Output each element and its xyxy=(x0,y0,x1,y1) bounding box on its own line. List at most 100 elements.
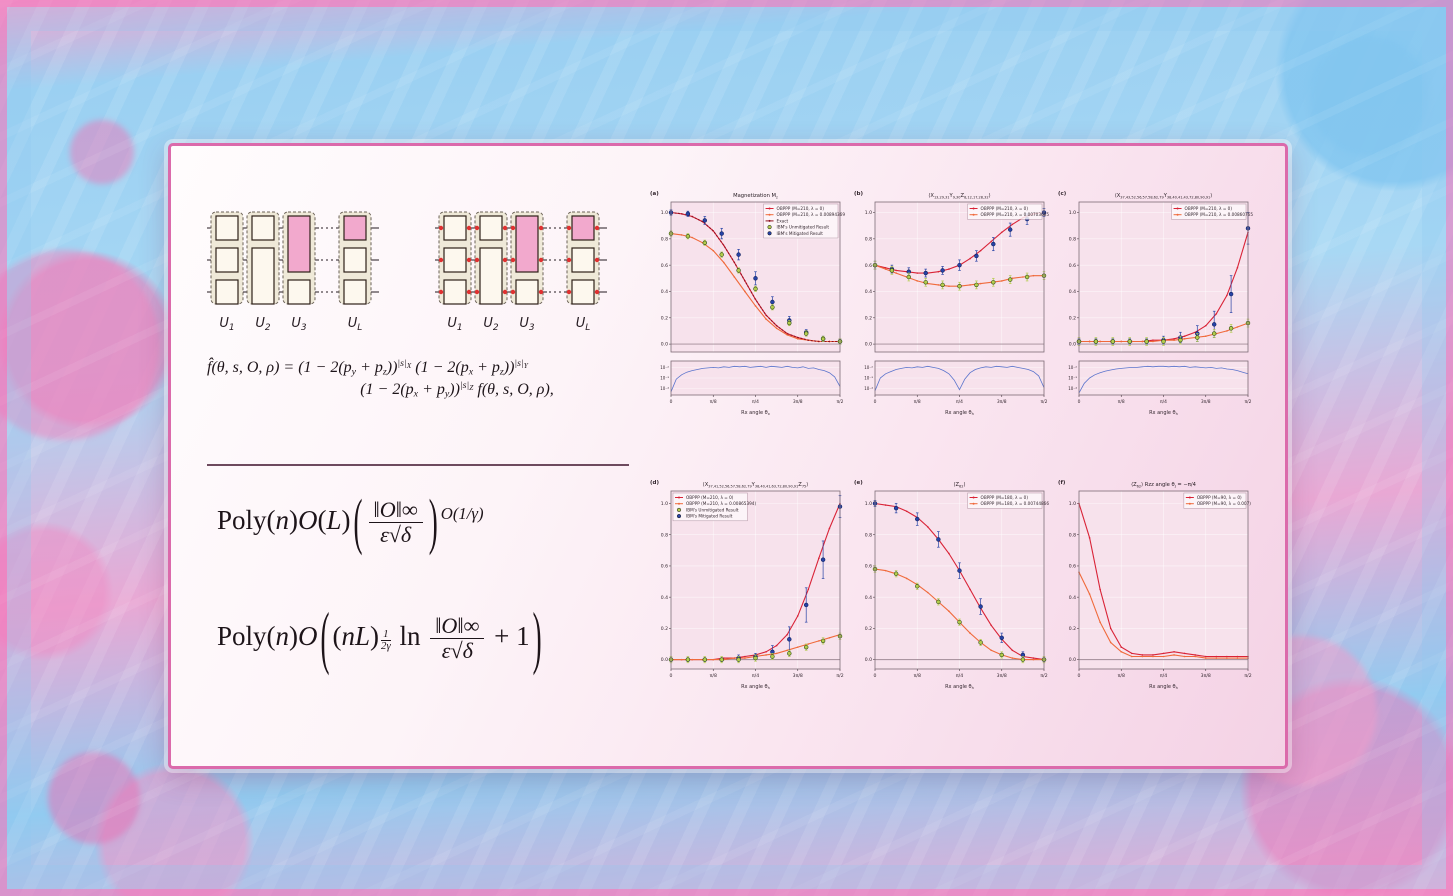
svg-text:0.8: 0.8 xyxy=(1069,532,1076,538)
eq-part: |s|X xyxy=(397,358,412,371)
svg-text:U3: U3 xyxy=(519,316,535,333)
svg-text:0.2: 0.2 xyxy=(1069,315,1076,321)
estimator-equation: f̂(θ, s, O, ρ) = (1 − 2(py + pz))|s|X (1… xyxy=(207,358,637,400)
svg-text:π/8: π/8 xyxy=(710,399,717,405)
svg-text:0.4: 0.4 xyxy=(1069,289,1076,295)
eq-part: O xyxy=(298,621,318,652)
svg-text:⟨X13,29,31Y9,30Z8,12,17,28,32⟩: ⟨X13,29,31Y9,30Z8,12,17,28,32⟩ xyxy=(928,193,990,199)
svg-text:10⁻²: 10⁻² xyxy=(1068,365,1077,370)
eq-part: + 1 xyxy=(487,621,530,652)
circuit-diagram-noisy: U1 U2 U3 UL xyxy=(429,204,619,343)
svg-text:Rx angle θh: Rx angle θh xyxy=(741,684,770,690)
svg-text:π/8: π/8 xyxy=(710,673,717,679)
eq-part: |s|Y xyxy=(514,358,528,371)
svg-text:1.0: 1.0 xyxy=(865,210,872,216)
svg-text:Rx angle θh: Rx angle θh xyxy=(945,410,974,416)
eq-part: ‖O‖∞ ε√δ xyxy=(368,497,423,548)
svg-text:3π/8: 3π/8 xyxy=(1201,673,1211,679)
svg-text:0.8: 0.8 xyxy=(865,532,872,538)
svg-text:0.2: 0.2 xyxy=(661,626,668,632)
eq-part: 2γ xyxy=(381,639,391,652)
svg-text:10⁻³: 10⁻³ xyxy=(1068,376,1077,381)
svg-text:0.6: 0.6 xyxy=(865,263,872,269)
svg-text:UL: UL xyxy=(348,316,363,333)
decorative-blob xyxy=(48,752,140,844)
eq-part: ) xyxy=(289,505,299,536)
svg-text:0: 0 xyxy=(670,399,673,405)
svg-text:⟨Z62⟩ Rzz angle θJ = −π/4: ⟨Z62⟩ Rzz angle θJ = −π/4 xyxy=(1131,482,1197,488)
residual-subplot-svg: 10⁻² 10⁻³ 10⁻⁴ 0 π/8 π/4 3π/8 π/2 Rx angle θx xyxy=(660,360,844,416)
circuit-svg: U1 U2 U3 UL xyxy=(207,211,379,333)
plot-panel-e: 0.0 0.2 0.4 0.6 0.8 1.0 0 π/8 π/4 3π/8 π/2 Rx angle… xyxy=(853,477,1049,701)
svg-text:3π/8: 3π/8 xyxy=(997,673,1007,679)
equation-line-2: (1 − 2(px + py))|s|Z f(θ, s, O, ρ), xyxy=(207,380,637,399)
svg-text:10⁻²: 10⁻² xyxy=(864,365,873,370)
eq-part: Poly( xyxy=(217,505,276,536)
svg-text:0.4: 0.4 xyxy=(661,595,668,601)
svg-text:Rx angle θh: Rx angle θh xyxy=(1149,410,1178,416)
svg-text:(c): (c) xyxy=(1058,191,1067,197)
svg-text:⟨Z62⟩: ⟨Z62⟩ xyxy=(953,482,965,488)
svg-text:π/2: π/2 xyxy=(1041,399,1048,405)
svg-text:OBPPP (M=90, λ = 0): OBPPP (M=90, λ = 0) xyxy=(1197,495,1242,500)
svg-text:0.4: 0.4 xyxy=(1069,595,1076,601)
svg-text:0.0: 0.0 xyxy=(661,342,668,348)
eq-part: ‖O‖∞ xyxy=(430,613,485,640)
svg-text:0.8: 0.8 xyxy=(865,236,872,242)
svg-text:0.8: 0.8 xyxy=(661,532,668,538)
svg-text:3π/8: 3π/8 xyxy=(793,673,803,679)
svg-text:0.4: 0.4 xyxy=(865,289,872,295)
svg-text:0.6: 0.6 xyxy=(661,564,668,570)
svg-text:⟨X37,43,52,56,57,58,62,79Y38,4: ⟨X37,43,52,56,57,58,62,79Y38,40,41,43,72… xyxy=(1115,193,1213,199)
svg-text:UL: UL xyxy=(576,316,591,333)
svg-text:Rx angle θx: Rx angle θx xyxy=(741,410,771,416)
svg-text:π/8: π/8 xyxy=(914,399,921,405)
svg-text:1.0: 1.0 xyxy=(661,501,668,507)
main-plot-svg: 0.0 0.2 0.4 0.6 0.8 1.0 0 π/8 π/4 3π/8 π/2 Rx angle… xyxy=(1058,480,1252,690)
eq-part: ‖O‖∞ ε√δ xyxy=(430,613,485,664)
eq-part: Z xyxy=(469,383,474,393)
svg-text:0.2: 0.2 xyxy=(661,315,668,321)
svg-text:π/2: π/2 xyxy=(1040,673,1047,679)
svg-text:π/4: π/4 xyxy=(956,673,963,679)
main-plot-svg: 0.0 0.2 0.4 0.6 0.8 1.0 Magnetization Mz (a) OBP… xyxy=(650,191,845,353)
svg-text:π/4: π/4 xyxy=(1160,399,1167,405)
eq-part: ε√δ xyxy=(441,638,473,664)
svg-text:π/2: π/2 xyxy=(1245,399,1252,405)
svg-text:IBM's Unmitigated Result: IBM's Unmitigated Result xyxy=(777,225,830,230)
eq-part: y xyxy=(351,366,357,378)
svg-text:0.2: 0.2 xyxy=(865,626,872,632)
eq-part: ) xyxy=(532,598,542,677)
eq-part: ) xyxy=(341,505,351,536)
svg-text:π/4: π/4 xyxy=(752,399,759,405)
svg-text:π/8: π/8 xyxy=(1118,399,1125,405)
svg-text:1.0: 1.0 xyxy=(661,210,668,216)
svg-text:OBPPP (M=180, λ = 0.00744866): OBPPP (M=180, λ = 0.00744866) xyxy=(981,501,1049,506)
svg-text:π/4: π/4 xyxy=(752,673,759,679)
svg-text:10⁻⁴: 10⁻⁴ xyxy=(864,386,873,391)
svg-text:OBPPP (M=210, λ = 0.00703665): OBPPP (M=210, λ = 0.00703665) xyxy=(981,212,1049,217)
plot-panel-b: 0.0 0.2 0.4 0.6 0.8 1.0 ⟨X13,29,31Y9,30Z8,12,1… xyxy=(853,188,1049,421)
eq-part: f̂(θ, s, O, ρ) = (1 − 2(p xyxy=(207,358,352,376)
eq-part: x xyxy=(413,388,419,400)
eq-part: ( xyxy=(317,505,327,536)
plot-panel-c: 0.0 0.2 0.4 0.6 0.8 1.0 ⟨X37,43,52,56,57,58,62… xyxy=(1057,188,1253,421)
svg-text:0.2: 0.2 xyxy=(865,315,872,321)
residual-subplot-svg: 10⁻² 10⁻³ 10⁻⁴ 0 π/8 π/4 3π/8 π/2 Rx angle θh xyxy=(1068,360,1252,416)
plot-panel-a: 0.0 0.2 0.4 0.6 0.8 1.0 Magnetization Mz (a) OBP… xyxy=(649,188,845,421)
svg-text:0.8: 0.8 xyxy=(1069,236,1076,242)
svg-text:Magnetization Mz: Magnetization Mz xyxy=(733,193,778,199)
eq-part: n xyxy=(275,621,290,652)
svg-text:π/2: π/2 xyxy=(836,673,843,679)
svg-text:U2: U2 xyxy=(483,316,499,333)
svg-text:0.4: 0.4 xyxy=(865,595,872,601)
svg-text:1.0: 1.0 xyxy=(1069,501,1076,507)
eq-part: + p xyxy=(473,358,500,376)
eq-part: y xyxy=(444,388,450,400)
svg-text:0: 0 xyxy=(1078,399,1081,405)
eq-part: )) xyxy=(503,358,515,376)
svg-text:0.8: 0.8 xyxy=(661,236,668,242)
eq-part: Poly( xyxy=(217,621,276,652)
svg-text:0.6: 0.6 xyxy=(661,263,668,269)
